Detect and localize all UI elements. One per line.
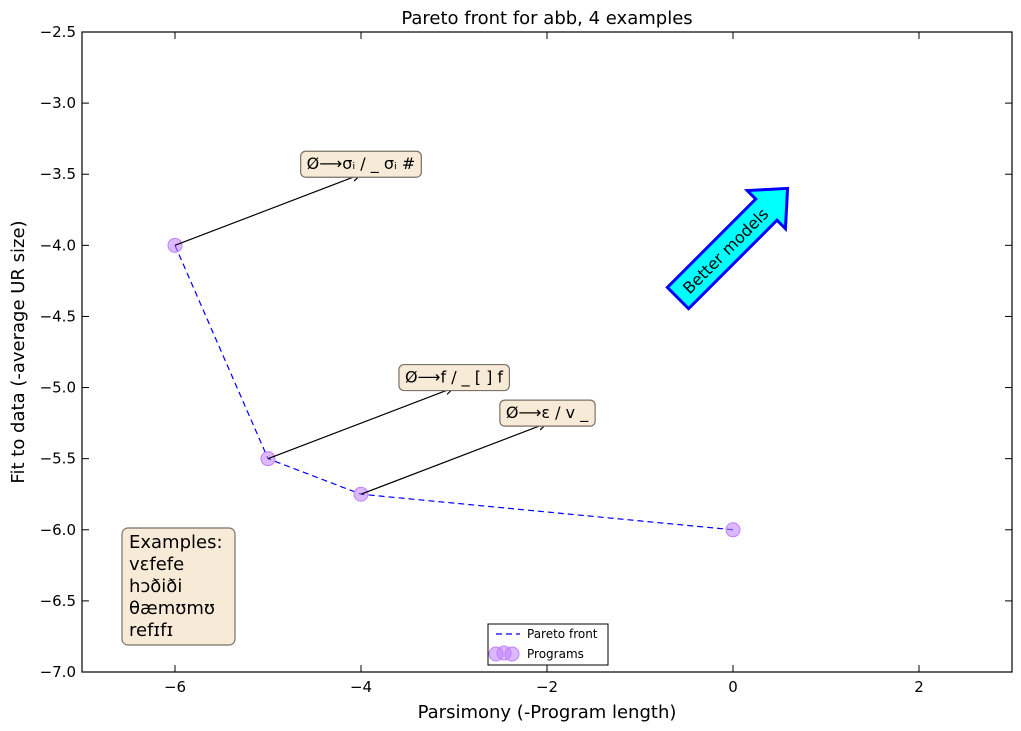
annotation-text: Ø⟶f / _ [ ] f xyxy=(405,368,503,388)
y-axis-label: Fit to data (-average UR size) xyxy=(8,220,29,483)
x-axis-ticks: −6 −4 −2 0 2 xyxy=(164,32,924,696)
annotation-box xyxy=(300,150,422,178)
y-tick-label: −2.5 xyxy=(40,23,76,41)
annotation-box xyxy=(398,363,511,392)
annotation-label: Ø⟶ɛ / v _ xyxy=(499,399,596,427)
y-tick-label: −4.5 xyxy=(40,307,76,325)
program-point xyxy=(725,522,741,538)
examples-line: vɛfefe xyxy=(129,554,184,575)
legend-pareto-label: Pareto front xyxy=(527,627,598,641)
annotation-arrow xyxy=(174,174,361,246)
x-tick-label: 2 xyxy=(914,678,924,696)
y-axis-ticks: −2.5 −3.0 −3.5 −4.0 −4.5 −5.0 −5.5 −6.0 −6.5 −7.0 xyxy=(40,23,1012,681)
examples-line: refɪfɪ xyxy=(129,620,173,641)
legend-programs-label: Programs xyxy=(527,647,584,661)
examples-line: Examples: xyxy=(129,532,223,553)
y-tick-label: −5.5 xyxy=(40,450,76,468)
pareto-front-series xyxy=(174,245,734,531)
y-tick-label: −3.5 xyxy=(40,165,76,183)
y-tick-label: −7.0 xyxy=(40,663,76,681)
x-tick-label: −4 xyxy=(350,678,372,696)
chart-title: Pareto front for abb, 4 examples xyxy=(401,8,692,29)
annotation-box xyxy=(499,399,596,427)
x-tick-label: −2 xyxy=(536,678,558,696)
examples-line: θæmʊmʊ xyxy=(129,598,215,619)
annotation-arrow xyxy=(360,423,547,495)
legend: Pareto front Programs xyxy=(487,623,609,666)
annotation-label: Ø⟶f / _ [ ] f xyxy=(398,363,511,392)
examples-box-frame xyxy=(121,527,236,646)
rule-annotations: Ø⟶σᵢ / _ σᵢ # Ø⟶f / _ [ ] fØ⟶ɛ / v _ xyxy=(174,150,596,495)
y-tick-label: −3.0 xyxy=(40,94,76,112)
annotation-label: Ø⟶σᵢ / _ σᵢ # xyxy=(300,150,422,178)
better-models-arrow-shape xyxy=(665,186,790,311)
annotation-text: Ø⟶σᵢ / _ σᵢ # xyxy=(307,154,416,174)
annotation-arrow xyxy=(267,388,454,460)
plot-area xyxy=(81,31,1013,673)
x-tick-label: −6 xyxy=(164,678,186,696)
examples-line: hɔðiði xyxy=(129,576,182,597)
y-tick-label: −6.0 xyxy=(40,521,76,539)
x-axis-label: Parsimony (-Program length) xyxy=(418,702,677,723)
pareto-front-line xyxy=(174,245,734,531)
annotation-text: Ø⟶ɛ / v _ xyxy=(506,403,589,423)
y-tick-label: −5.0 xyxy=(40,379,76,397)
examples-box: Examples: vɛfefe hɔðiði θæmʊmʊ refɪfɪ xyxy=(121,527,236,646)
x-tick-label: 0 xyxy=(728,678,738,696)
y-tick-label: −4.0 xyxy=(40,236,76,254)
legend-programs-swatch xyxy=(504,646,520,662)
y-tick-label: −6.5 xyxy=(40,592,76,610)
